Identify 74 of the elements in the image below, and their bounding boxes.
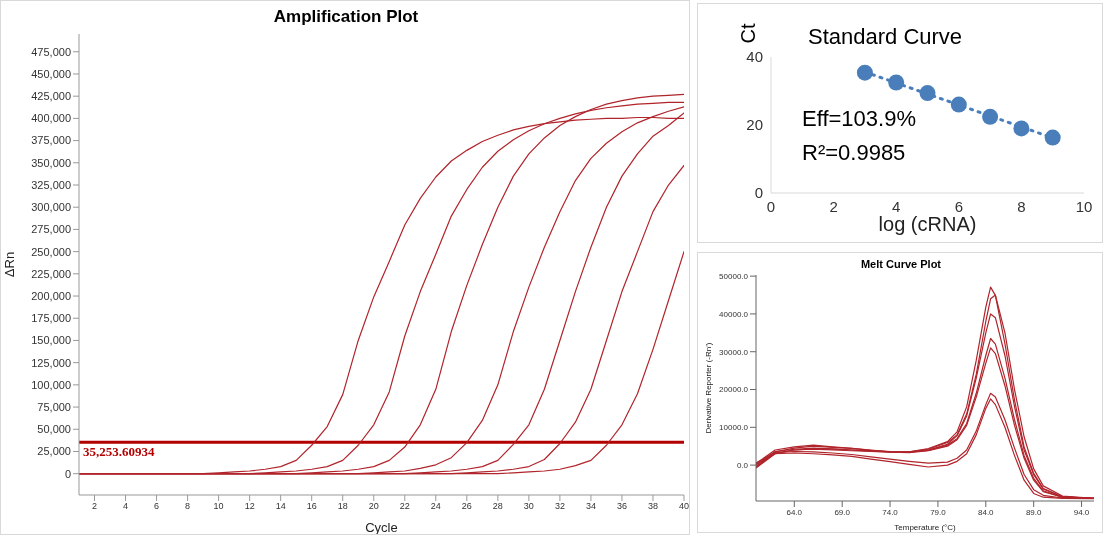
x-tick-label: 20 [368, 501, 379, 512]
y-tick-label: 125,000 [31, 356, 71, 369]
y-tick-label: 375,000 [31, 134, 71, 147]
y-tick-label: 300,000 [31, 201, 71, 214]
y-tick-label: 325,000 [31, 178, 71, 191]
y-tick-label: 50000.0 [719, 271, 749, 281]
x-tick-label: 6 [954, 197, 963, 215]
y-tick-label: 40000.0 [719, 309, 749, 319]
y-tick-label: 275,000 [31, 223, 71, 236]
x-tick-label: 69.0 [834, 507, 851, 517]
x-tick-label: 38 [647, 501, 658, 512]
y-tick-label: 100,000 [31, 378, 71, 391]
x-tick-label: 0 [766, 197, 776, 215]
y-tick-label: 75,000 [37, 400, 71, 413]
x-axis-title: log (cRNA) [878, 213, 977, 235]
y-tick-label: 150,000 [31, 334, 71, 347]
x-tick-label: 74.0 [882, 507, 899, 517]
y-axis-title: Derivative Reporter (-Rn') [703, 342, 713, 434]
x-tick-label: 16 [306, 501, 317, 512]
x-tick-label: 79.0 [930, 507, 947, 517]
annotation: Eff=103.9% [802, 106, 916, 132]
y-tick-label: 20 [746, 116, 763, 134]
x-tick-label: 4 [892, 197, 901, 215]
x-tick-label: 10 [213, 501, 224, 512]
y-tick-label: 225,000 [31, 267, 71, 280]
ref-line-label: 35,253.60934 [83, 443, 155, 459]
x-tick-label: 32 [554, 501, 565, 512]
x-tick-label: 2 [92, 501, 98, 512]
chart-title: Amplification Plot [272, 7, 420, 27]
y-axis-title: ΔRn [1, 251, 17, 278]
x-tick-label: 94.0 [1073, 507, 1090, 517]
x-axis-title: Cycle [365, 520, 398, 535]
x-tick-label: 36 [616, 501, 627, 512]
x-tick-label: 4 [123, 501, 129, 512]
y-tick-label: 40 [746, 48, 763, 66]
x-tick-label: 40 [678, 501, 690, 512]
x-tick-label: 10 [1075, 197, 1093, 215]
x-tick-label: 14 [275, 501, 286, 512]
y-axis-title: Ct [736, 23, 760, 44]
y-tick-label: 450,000 [31, 67, 71, 80]
annotation: R²=0.9985 [802, 140, 906, 166]
y-tick-label: 0 [64, 467, 71, 480]
chart-title: Melt Curve Plot [859, 258, 943, 270]
x-axis-title: Temperature (°C) [894, 523, 957, 532]
x-tick-label: 64.0 [786, 507, 803, 517]
x-tick-label: 8 [185, 501, 191, 512]
y-tick-label: 400,000 [31, 112, 71, 125]
x-tick-label: 2 [829, 197, 838, 215]
x-tick-label: 18 [337, 501, 348, 512]
y-tick-label: 350,000 [31, 156, 71, 169]
x-tick-label: 34 [585, 501, 596, 512]
y-tick-label: 50,000 [37, 423, 71, 436]
y-tick-label: 25,000 [37, 445, 71, 458]
x-tick-label: 12 [244, 501, 255, 512]
x-tick-label: 24 [430, 501, 441, 512]
y-tick-label: 20000.0 [719, 385, 749, 395]
x-tick-label: 22 [399, 501, 410, 512]
y-tick-label: 30000.0 [719, 347, 749, 357]
y-tick-label: 250,000 [31, 245, 71, 258]
y-tick-label: 200,000 [31, 289, 71, 302]
y-tick-label: 175,000 [31, 312, 71, 325]
x-tick-label: 26 [461, 501, 472, 512]
x-tick-label: 28 [492, 501, 503, 512]
y-tick-label: 0.0 [736, 460, 749, 470]
x-tick-label: 89.0 [1025, 507, 1043, 517]
x-tick-label: 30 [523, 501, 534, 512]
chart-title: Standard Curve [808, 24, 963, 50]
y-tick-label: 0 [754, 184, 763, 202]
y-tick-label: 10000.0 [719, 423, 749, 433]
x-tick-label: 6 [154, 501, 160, 512]
x-tick-label: 84.0 [978, 507, 995, 517]
y-tick-label: 475,000 [31, 45, 71, 58]
x-tick-label: 8 [1017, 197, 1026, 215]
y-tick-label: 425,000 [31, 90, 71, 103]
